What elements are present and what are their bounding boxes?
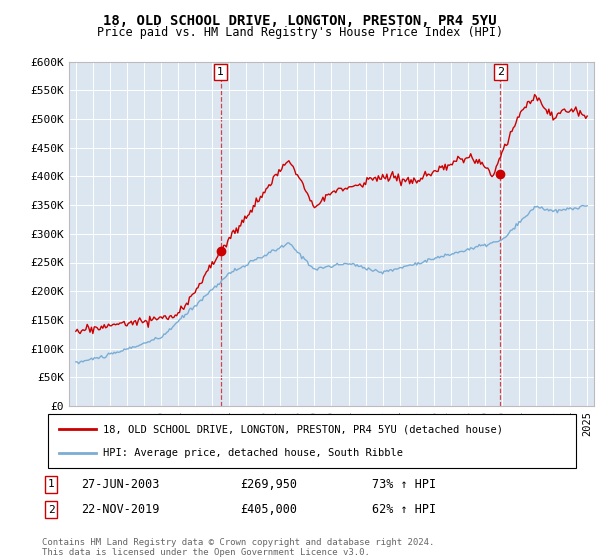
Text: Contains HM Land Registry data © Crown copyright and database right 2024.
This d: Contains HM Land Registry data © Crown c… <box>42 538 434 557</box>
Text: 2: 2 <box>47 505 55 515</box>
Text: 1: 1 <box>217 67 224 77</box>
Text: £405,000: £405,000 <box>240 503 297 516</box>
FancyBboxPatch shape <box>48 414 576 468</box>
Text: 18, OLD SCHOOL DRIVE, LONGTON, PRESTON, PR4 5YU (detached house): 18, OLD SCHOOL DRIVE, LONGTON, PRESTON, … <box>103 424 503 435</box>
Text: 18, OLD SCHOOL DRIVE, LONGTON, PRESTON, PR4 5YU: 18, OLD SCHOOL DRIVE, LONGTON, PRESTON, … <box>103 14 497 28</box>
Text: 27-JUN-2003: 27-JUN-2003 <box>81 478 160 491</box>
Text: 73% ↑ HPI: 73% ↑ HPI <box>372 478 436 491</box>
Text: £269,950: £269,950 <box>240 478 297 491</box>
Text: 62% ↑ HPI: 62% ↑ HPI <box>372 503 436 516</box>
Text: 22-NOV-2019: 22-NOV-2019 <box>81 503 160 516</box>
Text: 2: 2 <box>497 67 504 77</box>
Text: HPI: Average price, detached house, South Ribble: HPI: Average price, detached house, Sout… <box>103 447 403 458</box>
Text: Price paid vs. HM Land Registry's House Price Index (HPI): Price paid vs. HM Land Registry's House … <box>97 26 503 39</box>
Text: 1: 1 <box>47 479 55 489</box>
